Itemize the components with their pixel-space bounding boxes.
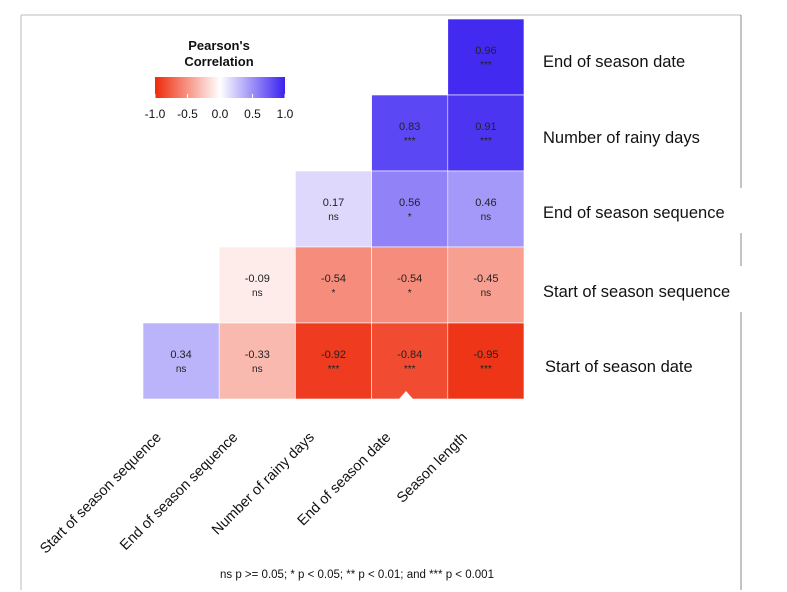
cell-rect (447, 94, 525, 172)
cell-significance-label: ns (176, 364, 187, 375)
row-label-end-of-season-sequence: End of season sequence (543, 204, 725, 222)
cell-value-label: 0.17 (323, 197, 344, 209)
cell-rect (447, 18, 525, 96)
row-label-start-of-season-sequence: Start of season sequence (543, 283, 730, 301)
cell-value-label: -0.92 (321, 349, 346, 361)
cell-rect (371, 246, 449, 324)
row-label-start-of-season-date: Start of season date (545, 358, 693, 376)
cell-rect (447, 322, 525, 400)
cell-significance-label: *** (480, 364, 492, 375)
cell-value-label: 0.91 (475, 121, 496, 133)
heatmap-cell-start-of-season-sequence-end-of-season-sequence: -0.09 ns (218, 246, 296, 324)
cell-rect (447, 246, 525, 324)
cell-rect (295, 246, 372, 324)
legend-color-bar (155, 77, 285, 98)
cell-significance-label: *** (328, 364, 340, 375)
cell-value-label: -0.09 (245, 273, 270, 285)
cell-value-label: 0.96 (475, 45, 496, 57)
cell-significance-label: *** (404, 364, 416, 375)
legend-tick-label: -1.0 (145, 107, 166, 121)
cell-value-label: 0.56 (399, 197, 420, 209)
cell-value-label: -0.54 (321, 273, 346, 285)
column-label-start-of-season-sequence: Start of season sequence (37, 430, 165, 558)
cell-rect (218, 322, 296, 400)
cell-significance-label: *** (480, 136, 492, 147)
cell-rect (447, 170, 525, 248)
cell-rect (371, 322, 449, 400)
grid-notch (399, 391, 413, 399)
legend-title-line2: Correlation (184, 54, 253, 69)
significance-footnote: ns p >= 0.05; * p < 0.05; ** p < 0.01; a… (220, 569, 494, 581)
heatmap-cell-start-of-season-sequence-number-of-rainy-days: -0.54 * (295, 246, 372, 324)
heatmap-cell-number-of-rainy-days-season-length: 0.91 *** (447, 94, 525, 172)
cell-rect (371, 170, 449, 248)
heatmap-cell-end-of-season-sequence-number-of-rainy-days: 0.17 ns (295, 170, 372, 248)
heatmap-cell-end-of-season-date-season-length: 0.96 *** (447, 18, 525, 96)
cell-value-label: 0.46 (475, 197, 496, 209)
cell-rect (218, 246, 296, 324)
legend: Pearson's Correlation -1.0 -0.5 0.0 0.5 1.0 (145, 38, 294, 121)
legend-tick-label: -0.5 (177, 107, 198, 121)
legend-tick-label: 0.5 (244, 107, 261, 121)
heatmap-cell-start-of-season-date-end-of-season-date: -0.84 *** (371, 322, 449, 400)
cell-significance-label: * (408, 288, 412, 299)
legend-tick-label: 0.0 (212, 107, 229, 121)
heatmap-cell-start-of-season-sequence-season-length: -0.45 ns (447, 246, 525, 324)
column-label-season-length: Season length (394, 430, 471, 507)
cell-significance-label: ns (252, 288, 263, 299)
cell-rect (371, 94, 449, 172)
row-label-number-of-rainy-days: Number of rainy days (543, 129, 700, 147)
row-label-end-of-season-date: End of season date (543, 53, 685, 71)
heatmap-cell-start-of-season-date-season-length: -0.95 *** (447, 322, 525, 400)
cell-significance-label: *** (404, 136, 416, 147)
cell-value-label: -0.33 (245, 349, 270, 361)
cell-value-label: -0.95 (473, 349, 498, 361)
cell-significance-label: *** (480, 60, 492, 71)
cell-rect (142, 322, 220, 400)
heatmap-cell-start-of-season-date-start-of-season-sequence: 0.34 ns (142, 322, 220, 400)
cell-significance-label: ns (252, 364, 263, 375)
row-labels: End of season date Number of rainy days En… (543, 53, 730, 376)
heatmap-cells: 0.96***0.83***0.91***0.17ns0.56*0.46ns-0… (142, 18, 525, 400)
cell-significance-label: ns (481, 212, 492, 223)
heatmap-cell-start-of-season-sequence-end-of-season-date: -0.54 * (371, 246, 449, 324)
heatmap-cell-number-of-rainy-days-end-of-season-date: 0.83 *** (371, 94, 449, 172)
cell-value-label: -0.84 (397, 349, 422, 361)
cell-significance-label: * (408, 212, 412, 223)
cell-value-label: 0.34 (170, 349, 191, 361)
legend-ticks: -1.0 -0.5 0.0 0.5 1.0 (145, 94, 294, 121)
heatmap-cell-end-of-season-sequence-end-of-season-date: 0.56 * (371, 170, 449, 248)
cell-value-label: -0.54 (397, 273, 422, 285)
cell-value-label: -0.45 (473, 273, 498, 285)
heatmap-cell-start-of-season-date-end-of-season-sequence: -0.33 ns (218, 322, 296, 400)
cell-significance-label: * (332, 288, 336, 299)
legend-title-line1: Pearson's (188, 38, 250, 53)
cell-rect (295, 170, 372, 248)
legend-tick-label: 1.0 (277, 107, 294, 121)
cell-significance-label: ns (328, 212, 339, 223)
cell-value-label: 0.83 (399, 121, 420, 133)
cell-significance-label: ns (481, 288, 492, 299)
heatmap-cell-end-of-season-sequence-season-length: 0.46 ns (447, 170, 525, 248)
cell-rect (295, 322, 372, 400)
heatmap-cell-start-of-season-date-number-of-rainy-days: -0.92 *** (295, 322, 372, 400)
